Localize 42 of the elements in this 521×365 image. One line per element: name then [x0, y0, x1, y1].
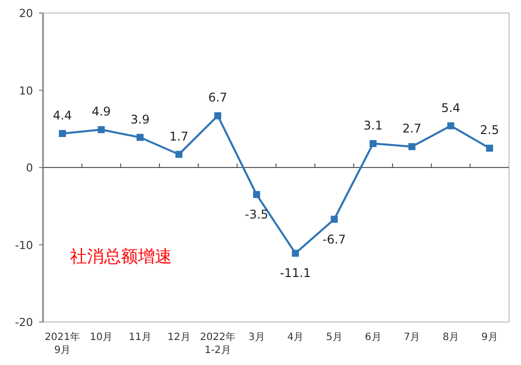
point — [370, 140, 377, 148]
data-label: 3.1 — [364, 118, 383, 133]
data-label: 5.4 — [441, 100, 460, 115]
y-tick-label: -10 — [15, 238, 33, 252]
x-tick-label: 6月 — [364, 332, 382, 343]
x-tick-label: 10月 — [90, 332, 113, 343]
data-label: -3.5 — [244, 208, 268, 222]
x-tick-label: 3月 — [248, 332, 265, 343]
x-tick-label: 2021年 9月 — [44, 331, 80, 356]
y-tick-label: -20 — [15, 316, 33, 329]
point — [58, 130, 66, 138]
x-tick-label: 2022年 1-2月 — [200, 331, 236, 356]
data-label: 4.9 — [92, 104, 111, 119]
point — [408, 143, 416, 150]
x-tick-label: 11月 — [128, 332, 152, 343]
point — [136, 134, 144, 141]
point — [486, 144, 494, 152]
annotation: 社消总额增速 — [70, 247, 172, 267]
point — [330, 216, 338, 223]
x-tick-label: 9月 — [481, 332, 498, 343]
data-label: 1.7 — [169, 129, 188, 144]
x-tick-label: 5月 — [326, 332, 342, 343]
y-tick-label: 10 — [19, 84, 33, 98]
x-tick-label: 8月 — [442, 332, 459, 343]
x-tick-label: 4月 — [287, 332, 304, 343]
data-label: 6.7 — [208, 90, 228, 105]
point — [447, 122, 454, 130]
y-tick-label: 0 — [26, 162, 33, 174]
data-label: 3.9 — [130, 112, 150, 126]
point — [253, 191, 260, 198]
x-tick-label: 7月 — [404, 332, 420, 343]
y-tick-label: 20 — [19, 7, 33, 20]
data-label: 2.5 — [480, 123, 500, 138]
data-label: 2.7 — [402, 122, 422, 136]
x-tick-label: 12月 — [168, 332, 190, 343]
data-label: -11.1 — [280, 266, 311, 280]
point — [292, 250, 299, 257]
point — [175, 150, 182, 158]
data-label: -6.7 — [322, 232, 346, 246]
point — [214, 112, 222, 120]
point — [98, 126, 105, 134]
data-label: 4.4 — [52, 108, 72, 123]
